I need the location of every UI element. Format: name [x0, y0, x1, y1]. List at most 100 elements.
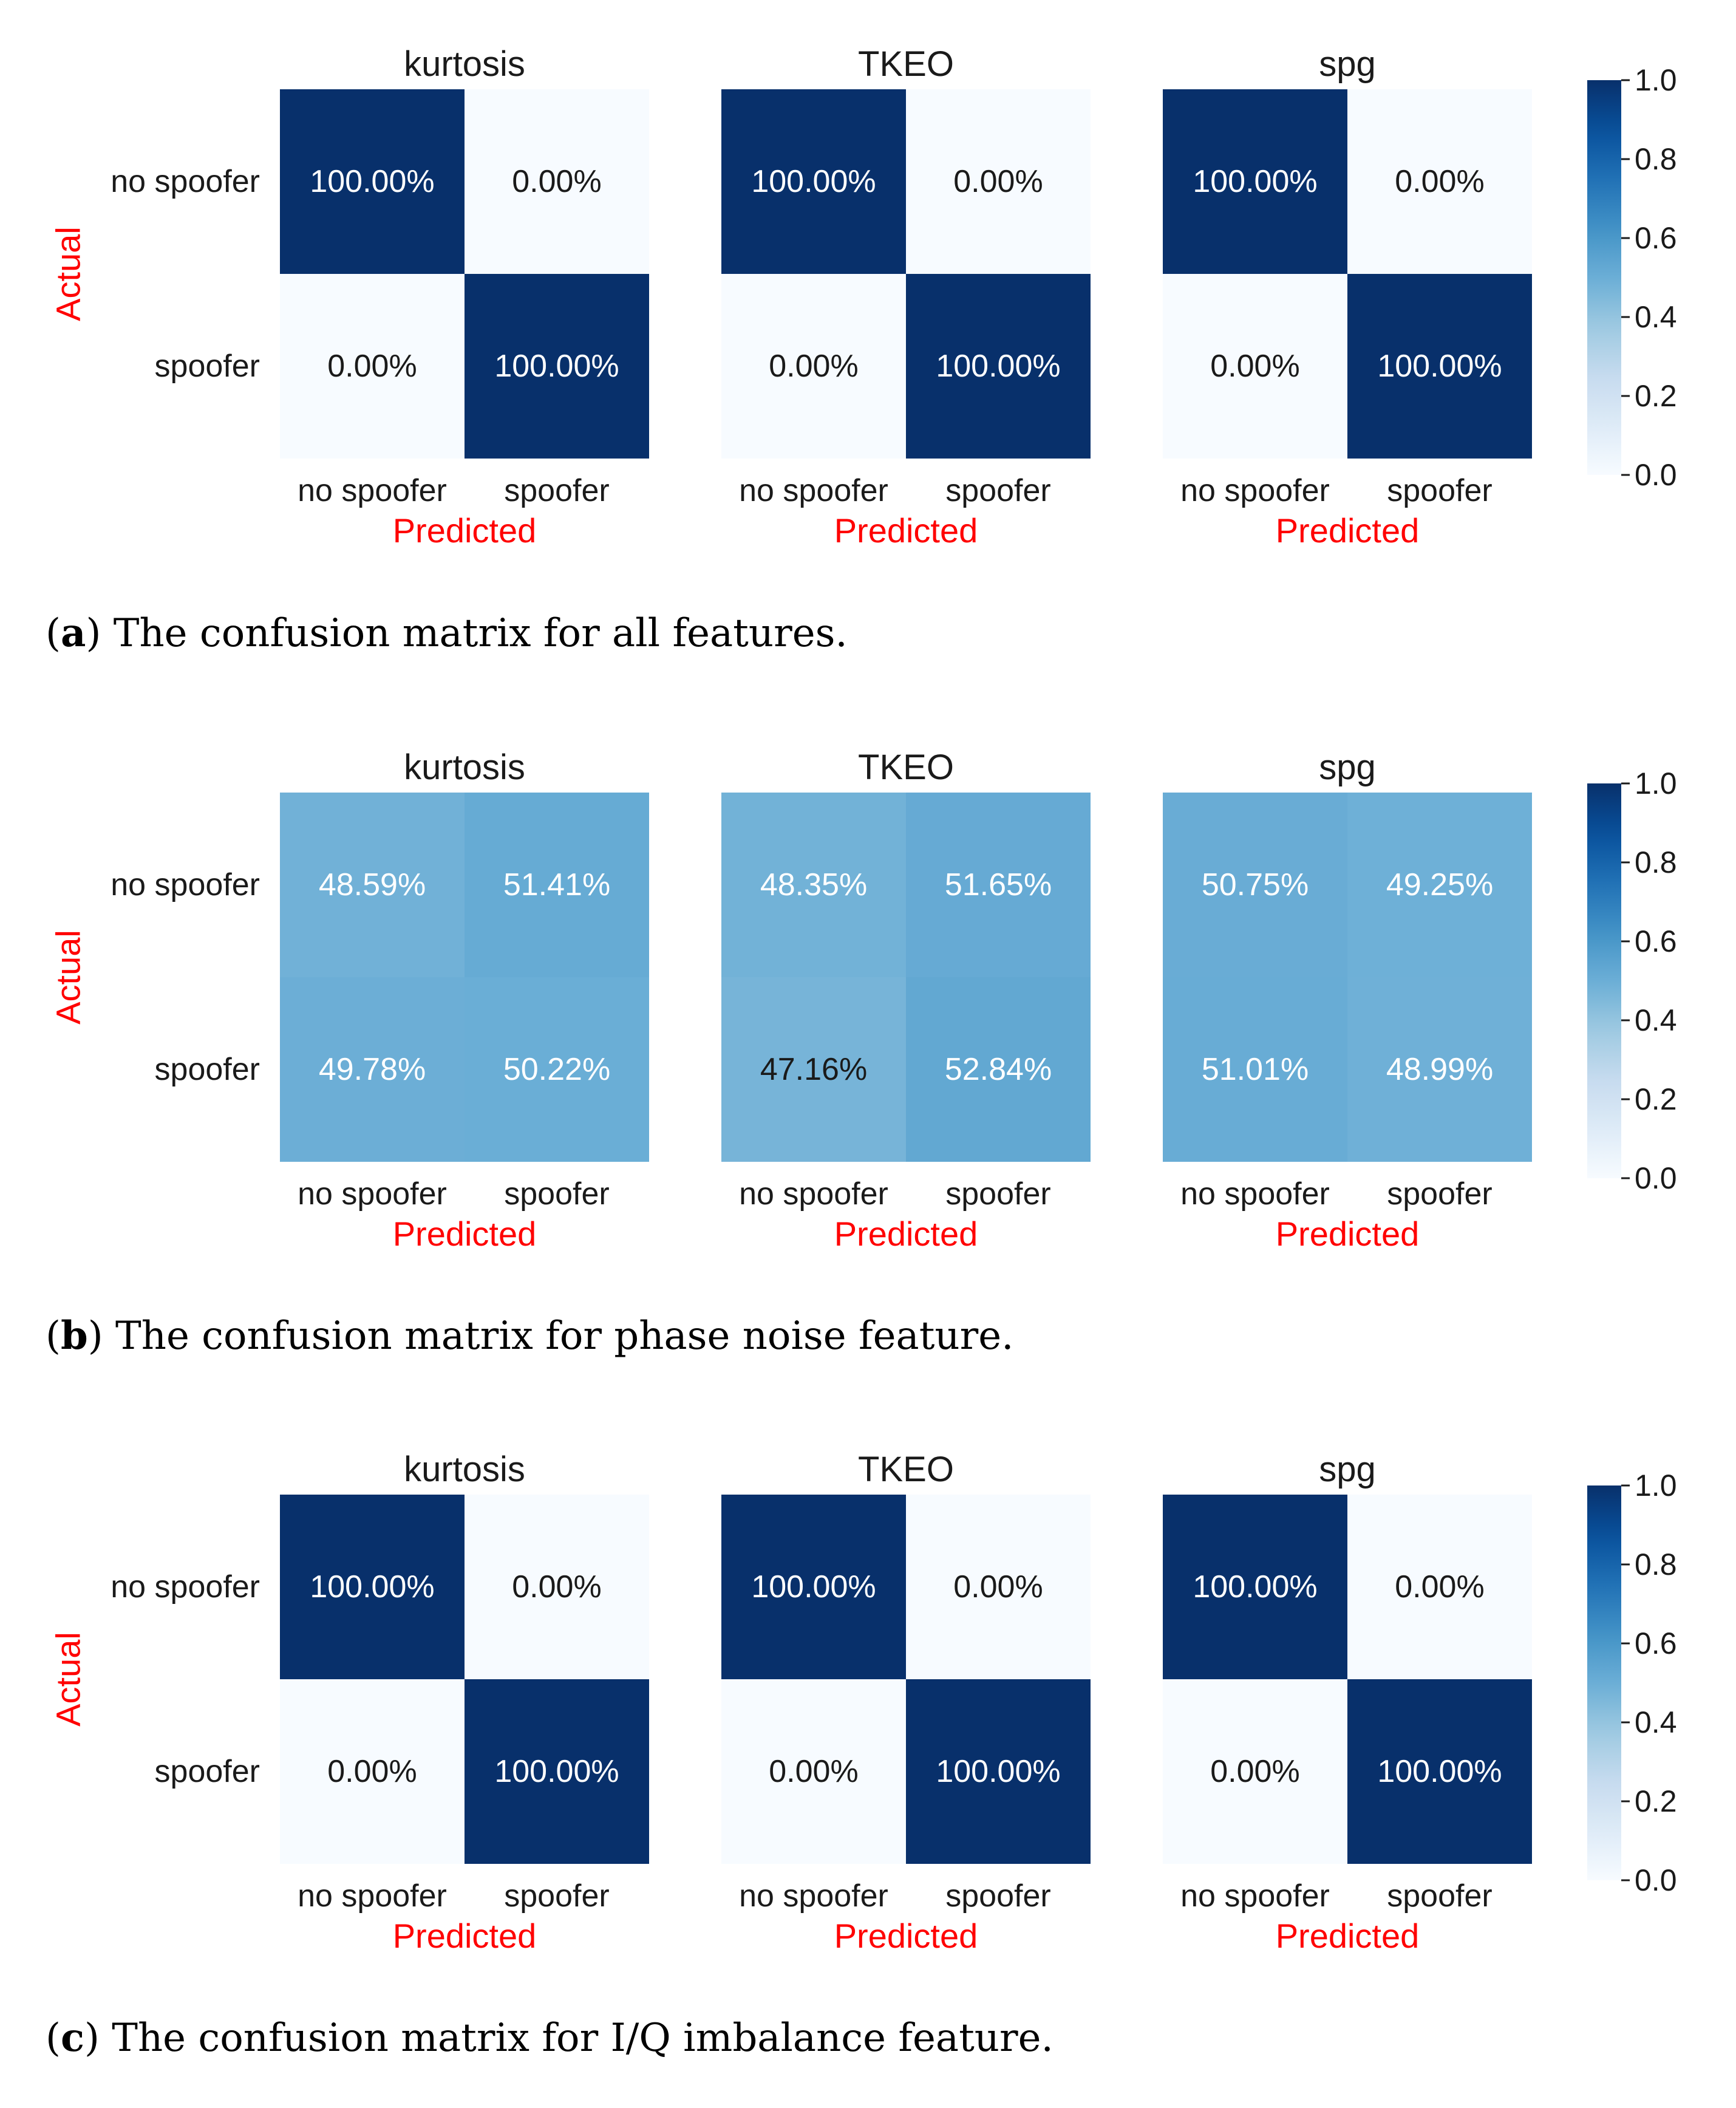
heatmap-cell [465, 977, 649, 1162]
heatmap-cell [465, 793, 649, 977]
cell-value-label: 100.00% [936, 1754, 1060, 1789]
colorbar: 0.0 0.2 0.4 0.6 0.8 1.0 [1587, 766, 1677, 1195]
confusion-matrix-kurtosis: kurtosis 100.00% 0.00% 0.00% 100.00% no spoof… [280, 1450, 649, 1955]
confusion-matrix-spg: spg 100.00% 0.00% 0.00% 100.00% no spoofer spo… [1163, 1450, 1532, 1955]
y-axis-label: Actual [49, 930, 87, 1025]
colorbar-tick-label: 0.2 [1635, 379, 1677, 413]
heatmap-cell [1347, 274, 1532, 459]
matrix-title: kurtosis [404, 748, 525, 787]
colorbar-tick-label: 0.2 [1635, 1784, 1677, 1818]
column-label: no spoofer [298, 1878, 447, 1914]
heatmap-cell [721, 1679, 906, 1864]
x-axis-label: Predicted [393, 1917, 537, 1955]
colorbar-tick-label: 0.4 [1635, 1003, 1677, 1037]
heatmap-cell [280, 89, 465, 274]
x-axis-label: Predicted [1276, 511, 1420, 550]
cell-value-label: 50.75% [1202, 867, 1309, 902]
cell-value-label: 100.00% [1377, 1754, 1502, 1789]
colorbar-gradient [1587, 1485, 1621, 1880]
matrix-title: spg [1319, 1450, 1376, 1489]
heatmap-cell [465, 1495, 649, 1679]
x-axis-label: Predicted [1276, 1917, 1420, 1955]
colorbar-tick-label: 1.0 [1635, 63, 1677, 97]
heatmap-cell [1347, 977, 1532, 1162]
row-label: no spoofer [111, 867, 260, 902]
cell-value-label: 100.00% [494, 1754, 619, 1789]
cell-value-label: 100.00% [310, 1569, 434, 1605]
matrix-title: spg [1319, 748, 1376, 787]
cell-value-label: 100.00% [751, 164, 876, 199]
caption-a: (a) The confusion matrix for all feature… [46, 610, 848, 656]
heatmap-cell [906, 1495, 1091, 1679]
heatmap-cell [280, 977, 465, 1162]
heatmap-cell [906, 274, 1091, 459]
cell-value-label: 0.00% [327, 349, 417, 384]
colorbar-tick-label: 0.6 [1635, 924, 1677, 958]
y-axis-label: Actual [49, 227, 87, 321]
heatmap-cell [721, 977, 906, 1162]
cell-value-label: 100.00% [1377, 349, 1502, 384]
colorbar-gradient [1587, 783, 1621, 1178]
x-axis-label: Predicted [393, 1215, 537, 1253]
column-label: no spoofer [298, 1176, 447, 1212]
row-label: spoofer [155, 1754, 260, 1789]
column-label: spoofer [1387, 1176, 1492, 1212]
matrix-title: kurtosis [404, 1450, 525, 1489]
column-label: spoofer [945, 1878, 1050, 1914]
matrix-title: TKEO [858, 748, 954, 787]
confusion-matrix-tkeo: TKEO 100.00% 0.00% 0.00% 100.00% no spoofer sp… [721, 1450, 1091, 1955]
caption-text: The confusion matrix for I/Q imbalance f… [99, 2016, 1054, 2061]
heatmap-cell [280, 274, 465, 459]
colorbar-tick-label: 0.0 [1635, 458, 1677, 492]
heatmap-cell [1163, 1495, 1347, 1679]
heatmap-cell [465, 1679, 649, 1864]
colorbar-tick-label: 0.6 [1635, 1626, 1677, 1660]
x-axis-label: Predicted [834, 1215, 978, 1253]
matrix-title: TKEO [858, 1450, 954, 1489]
cell-value-label: 100.00% [494, 349, 619, 384]
heatmap-cell [1163, 274, 1347, 459]
cell-value-label: 0.00% [512, 164, 601, 199]
heatmap-cell [1163, 977, 1347, 1162]
column-label: spoofer [1387, 473, 1492, 508]
cell-value-label: 47.16% [760, 1052, 867, 1087]
colorbar-tick-label: 0.8 [1635, 845, 1677, 879]
cell-value-label: 0.00% [1210, 1754, 1299, 1789]
cell-value-label: 0.00% [769, 349, 858, 384]
colorbar-tick-label: 0.4 [1635, 300, 1677, 334]
cell-value-label: 100.00% [1193, 164, 1317, 199]
heatmap-cell [1163, 89, 1347, 274]
confusion-matrix-tkeo: TKEO 100.00% 0.00% 0.00% 100.00% no spoofer sp… [721, 44, 1091, 550]
colorbar-tick-label: 0.8 [1635, 142, 1677, 176]
colorbar-tick-label: 1.0 [1635, 766, 1677, 800]
cell-value-label: 51.01% [1202, 1052, 1309, 1087]
cell-value-label: 0.00% [769, 1754, 858, 1789]
colorbar-tick-label: 0.0 [1635, 1863, 1677, 1897]
column-label: no spoofer [298, 473, 447, 508]
x-axis-label: Predicted [1276, 1215, 1420, 1253]
caption-c: (c) The confusion matrix for I/Q imbalan… [46, 2015, 1054, 2061]
heatmap-cell [1163, 793, 1347, 977]
heatmap-cell [465, 89, 649, 274]
column-label: spoofer [504, 473, 609, 508]
heatmap-cell [906, 793, 1091, 977]
heatmap-cell [1347, 793, 1532, 977]
caption-letter: a [60, 610, 86, 656]
cell-value-label: 100.00% [310, 164, 434, 199]
colorbar: 0.0 0.2 0.4 0.6 0.8 1.0 [1587, 63, 1677, 492]
cell-value-label: 48.59% [319, 867, 426, 902]
matrix-title: spg [1319, 44, 1376, 84]
caption-letter: c [60, 2015, 84, 2061]
matrix-title: kurtosis [404, 44, 525, 84]
matrix-title: TKEO [858, 44, 954, 84]
cell-value-label: 52.84% [945, 1052, 1052, 1087]
confusion-matrix-tkeo: TKEO 48.35% 51.65% 47.16% 52.84% no spoofer sp… [721, 748, 1091, 1253]
caption-b: (b) The confusion matrix for phase noise… [46, 1313, 1014, 1359]
row-label: spoofer [155, 1052, 260, 1087]
column-label: spoofer [504, 1176, 609, 1212]
row-label: no spoofer [111, 164, 260, 199]
heatmap-cell [906, 1679, 1091, 1864]
cell-value-label: 0.00% [953, 1569, 1043, 1605]
